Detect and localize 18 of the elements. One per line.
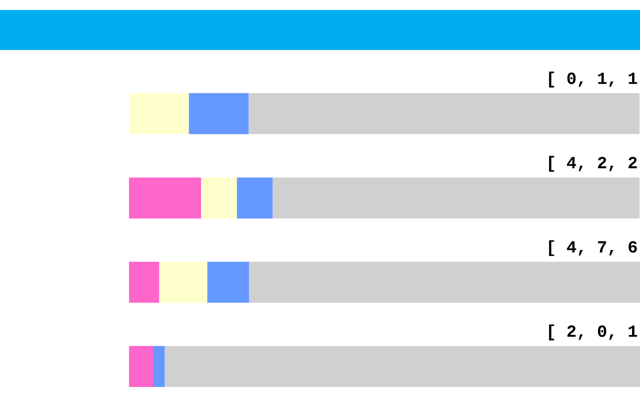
bar xyxy=(129,262,160,303)
y-tick-label: [ 0, 1, 1 xyxy=(549,72,638,88)
bar xyxy=(272,177,640,218)
bar xyxy=(201,177,237,218)
bar xyxy=(153,346,165,388)
bar xyxy=(188,93,249,134)
bar xyxy=(207,262,250,303)
bar xyxy=(248,93,640,134)
y-tick-label: [ 4, 2, 2 xyxy=(549,156,637,172)
bar xyxy=(164,346,640,388)
bar xyxy=(129,93,189,134)
bar xyxy=(129,177,202,218)
bar xyxy=(236,177,273,218)
bar xyxy=(159,262,208,303)
bar xyxy=(129,346,154,388)
y-tick-label: [ 2, 0, 1 xyxy=(549,324,638,340)
bar xyxy=(249,262,640,303)
y-tick-label: [ 4, 7, 6 xyxy=(549,240,637,256)
